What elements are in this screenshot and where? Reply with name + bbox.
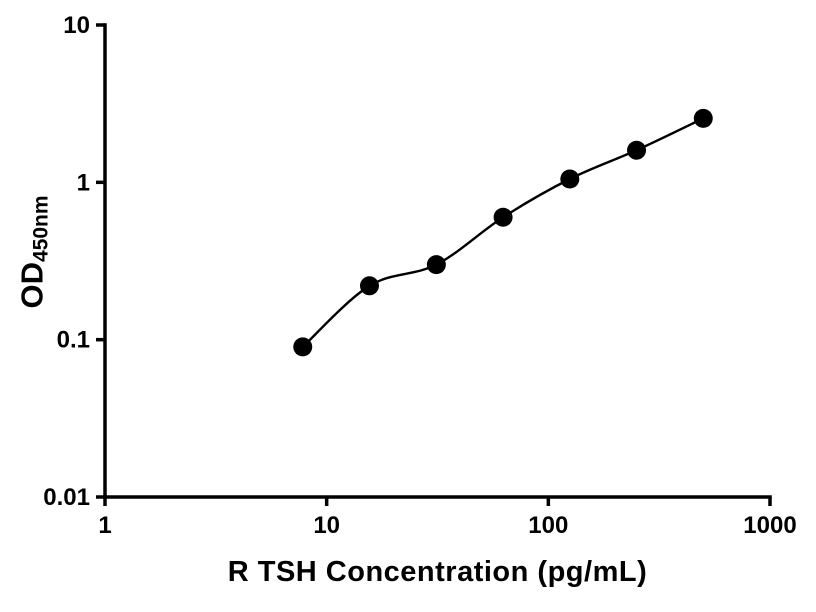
data-point xyxy=(293,337,313,357)
data-point xyxy=(493,207,513,227)
y-axis-title-main: OD xyxy=(14,262,50,309)
y-tick-label: 0.1 xyxy=(57,327,90,354)
y-axis-title-subscript: 450nm xyxy=(29,195,53,263)
y-tick-label: 10 xyxy=(63,12,90,39)
data-point xyxy=(359,276,379,296)
data-point xyxy=(627,140,647,160)
x-tick-label: 10 xyxy=(313,512,340,539)
data-point xyxy=(560,169,580,189)
data-point xyxy=(426,255,446,275)
y-axis-title: OD450nm xyxy=(15,195,54,308)
data-point xyxy=(693,108,713,128)
y-tick-label: 0.01 xyxy=(43,484,90,511)
x-axis-title: R TSH Concentration (pg/mL) xyxy=(227,556,648,588)
x-tick-label: 1 xyxy=(98,512,111,539)
x-tick-label: 1000 xyxy=(743,512,796,539)
y-tick-label: 1 xyxy=(77,169,90,196)
x-tick-label: 100 xyxy=(528,512,568,539)
